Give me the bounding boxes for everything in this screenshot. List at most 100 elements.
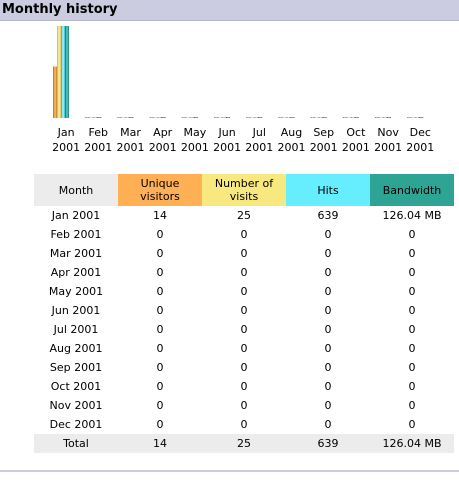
bar-bandwidth [354,117,359,118]
hits-column-header: Hits [286,174,370,206]
x-tick-label-year: 2001 [406,141,434,154]
bar-visits [89,117,94,118]
cell-hits: 0 [324,418,332,431]
x-tick-label-year: 2001 [181,141,209,154]
cell-hits: 0 [324,228,332,241]
bottom-divider [0,470,459,472]
x-tick-label-year: 2001 [84,141,112,154]
cell-month: Aug 2001 [49,342,103,355]
x-tick-label-month: Jun [218,126,236,139]
cell-unique: 14 [153,209,167,222]
x-tick-label-year: 2001 [52,141,80,154]
bar-visits [218,117,222,118]
bar-bandwidth [387,117,391,118]
bar-visits [411,117,416,118]
table-row: Oct 2001 0 0 0 0 [34,377,454,396]
table-row: Jun 2001 0 0 0 0 [34,301,454,320]
cell-visits: 0 [240,266,248,279]
bar-visits [314,117,319,118]
bar-bandwidth [419,117,424,118]
table-row: Nov 2001 0 0 0 0 [34,396,454,415]
cell-visits: 0 [240,228,248,241]
bar-unique-visitors [246,117,251,118]
cell-bandwidth: 0 [408,418,416,431]
cell-unique: 0 [156,228,164,241]
section-title: Monthly history [2,2,118,17]
bar-unique-visitors [53,66,57,118]
cell-visits: 0 [240,380,248,393]
cell-month: Nov 2001 [49,399,103,412]
cell-visits: 0 [240,399,248,412]
cell-month: Apr 2001 [50,266,102,279]
table-row: Feb 2001 0 0 0 0 [34,225,454,244]
cell-month: Jul 2001 [53,323,99,336]
bar-hits [189,117,194,118]
bar-hits [318,117,323,118]
bar-visits [153,117,158,118]
x-tick-label-month: Dec [410,126,431,139]
cell-unique: 0 [156,285,164,298]
x-tick-label-month: Nov [377,126,399,139]
cell-hits: 0 [324,323,332,336]
cell-month: Mar 2001 [49,247,103,260]
cell-bandwidth: 0 [408,228,416,241]
bar-visits [121,117,126,118]
section-header: Monthly history [0,0,459,21]
cell-bandwidth: 0 [408,380,416,393]
bar-hits [222,117,226,118]
x-tick-label-month: Jan [57,126,75,139]
x-tick-label-year: 2001 [342,141,370,154]
bar-unique-visitors [375,117,379,118]
cell-unique: 0 [156,304,164,317]
total-visits: 25 [202,434,286,453]
bar-bandwidth [322,117,327,118]
bar-visits [185,117,190,118]
x-tick-label-month: May [184,126,207,139]
table-row: Jul 2001 0 0 0 0 [34,320,454,339]
bar-hits [350,117,355,118]
bar-unique-visitors [278,117,283,118]
cell-hits: 0 [324,399,332,412]
bar-bandwidth [226,117,230,118]
table-row: Jan 2001 14 25 639 126.04 MB [34,206,454,225]
cell-unique: 0 [156,399,164,412]
bar-bandwidth [290,117,295,118]
cell-visits: 0 [240,304,248,317]
bar-bandwidth [97,117,102,118]
bar-visits [346,117,351,118]
bar-hits [93,117,98,118]
x-tick-label-year: 2001 [117,141,145,154]
bar-unique-visitors [117,117,122,118]
x-tick-label-year: 2001 [149,141,177,154]
bar-unique-visitors [310,117,315,118]
cell-hits: 0 [324,247,332,260]
cell-month: Sep 2001 [49,361,103,374]
table-row: Aug 2001 0 0 0 0 [34,339,454,358]
cell-bandwidth: 0 [408,247,416,260]
bar-hits [157,117,162,118]
visits-column-header: Number of visits [202,174,286,206]
cell-bandwidth: 126.04 MB [382,209,442,222]
bar-hits [383,117,387,118]
cell-hits: 0 [324,380,332,393]
bar-visits [250,117,255,118]
cell-month: Jan 2001 [51,209,101,222]
total-bandwidth: 126.04 MB [370,434,454,453]
bar-visits [379,117,383,118]
cell-visits: 0 [240,247,248,260]
cell-bandwidth: 0 [408,361,416,374]
x-tick-label-month: Jul [252,126,266,139]
bar-hits [286,117,291,118]
total-row: Total 14 25 639 126.04 MB [34,434,454,453]
table-row: Dec 2001 0 0 0 0 [34,415,454,434]
cell-bandwidth: 0 [408,304,416,317]
total-unique: 14 [118,434,202,453]
bar-unique-visitors [181,117,186,118]
x-tick-label-month: Sep [313,126,334,139]
x-tick-label-year: 2001 [245,141,273,154]
x-tick-label-month: Mar [120,126,141,139]
cell-unique: 0 [156,323,164,336]
bar-bandwidth [258,117,263,118]
bandwidth-column-header: Bandwidth [370,174,454,206]
cell-bandwidth: 0 [408,323,416,336]
